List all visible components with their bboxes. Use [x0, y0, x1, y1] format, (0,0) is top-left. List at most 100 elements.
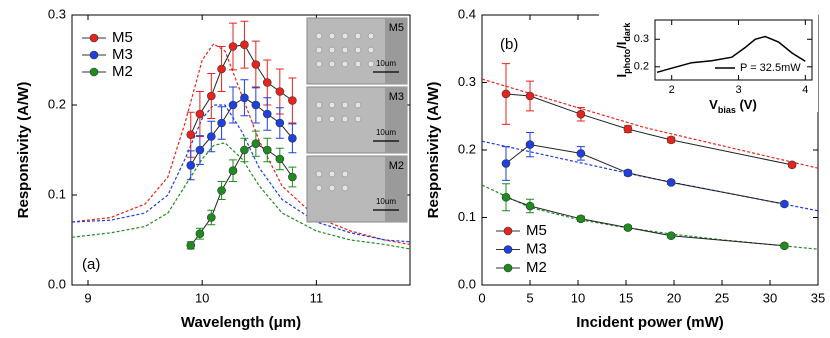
sem-feature [367, 60, 375, 68]
data-point [217, 64, 226, 74]
data-point [525, 140, 535, 149]
y-tick-label: 0.3 [48, 6, 66, 21]
scale-label: 10um [376, 128, 396, 137]
data-point [623, 124, 633, 134]
sem-feature [367, 46, 375, 54]
fit-curve [72, 142, 410, 250]
data-point [787, 160, 797, 170]
x-tick-label: 35 [811, 290, 825, 305]
sem-feature [354, 115, 362, 123]
data-point [186, 130, 196, 139]
sem-feature [341, 101, 349, 109]
data-point [228, 166, 238, 175]
y-tick-label: 0.2 [458, 141, 476, 156]
x-axis-label: Incident power (mW) [576, 314, 724, 331]
x-tick-label: 4 [802, 84, 808, 96]
sem-feature [341, 184, 349, 192]
data-point [186, 161, 196, 170]
legend-marker [503, 245, 513, 254]
sem-feature [341, 32, 349, 40]
sem-feature [367, 32, 375, 40]
sem-feature [354, 101, 362, 109]
legend-marker [503, 263, 513, 273]
data-point [186, 241, 196, 250]
series-line [505, 144, 785, 205]
data-point [228, 100, 238, 110]
x-tick-label: 2 [669, 84, 675, 96]
data-point [288, 172, 297, 182]
data-point [623, 168, 633, 178]
series-line [190, 97, 293, 166]
data-point [525, 201, 535, 211]
data-point [501, 159, 511, 168]
data-point [525, 91, 535, 101]
sem-feature [328, 170, 336, 178]
y-tick-label: 0.4 [458, 6, 476, 21]
series-line [190, 44, 293, 135]
x-tick-label: 0 [478, 290, 485, 305]
sem-feature [328, 101, 336, 109]
data-point [262, 109, 272, 119]
y-tick-label: 0.1 [458, 209, 476, 224]
label-part: dark [622, 22, 632, 42]
x-tick-label: 20 [667, 290, 681, 305]
x-tick-label: 25 [715, 290, 729, 305]
sem-feature [315, 101, 323, 109]
label-part: photo [622, 48, 632, 73]
sem-feature [328, 184, 336, 192]
inset-label: M2 [389, 160, 404, 172]
sem-feature [315, 115, 323, 123]
x-tick-label: 3 [735, 84, 741, 96]
label-part: bias [718, 105, 736, 115]
fit-curve [482, 78, 818, 169]
sem-feature [315, 46, 323, 54]
data-point [251, 60, 261, 69]
x-tick-label: 10 [195, 290, 209, 305]
x-tick-label: 5 [526, 290, 533, 305]
sem-feature [341, 115, 349, 123]
legend-marker [89, 67, 99, 77]
data-point [501, 89, 511, 99]
sem-feature [341, 60, 349, 68]
sem-feature [315, 60, 323, 68]
sem-feature [328, 32, 336, 40]
data-point [262, 78, 272, 87]
legend-label: M5 [526, 222, 547, 239]
series-line [190, 143, 293, 246]
sem-feature [341, 46, 349, 54]
scale-label: 10um [376, 197, 396, 206]
fit-curve [482, 184, 818, 250]
data-point [288, 96, 297, 105]
fit-curve [72, 104, 410, 243]
data-point [195, 229, 205, 238]
sem-feature [354, 46, 362, 54]
y-tick-label: 0.0 [458, 276, 476, 291]
legend-marker [89, 33, 99, 43]
data-point [195, 145, 205, 155]
legend-label: M5 [112, 29, 133, 46]
data-point [207, 91, 216, 101]
legend-label: M3 [526, 240, 547, 257]
inset-label: M3 [389, 91, 404, 103]
label-part: V [709, 97, 718, 112]
sem-feature [354, 32, 362, 40]
y-tick-label: 0.2 [48, 96, 66, 111]
sem-feature [315, 170, 323, 178]
inset-label: M5 [389, 22, 404, 34]
legend-label: M3 [112, 46, 133, 63]
x-tick-label: 30 [763, 290, 777, 305]
sem-feature [315, 184, 323, 192]
data-point [623, 223, 633, 232]
data-point [576, 109, 586, 119]
data-point [207, 132, 216, 141]
sem-feature [315, 32, 323, 40]
legend-marker [89, 50, 99, 60]
label-part: (V) [736, 97, 757, 112]
scale-label: 10um [376, 59, 396, 68]
data-point [195, 109, 205, 119]
data-point [666, 231, 676, 241]
y-axis-label: Responsivity (A/W) [425, 82, 442, 219]
x-tick-label: 10 [571, 290, 585, 305]
data-point [275, 118, 285, 128]
